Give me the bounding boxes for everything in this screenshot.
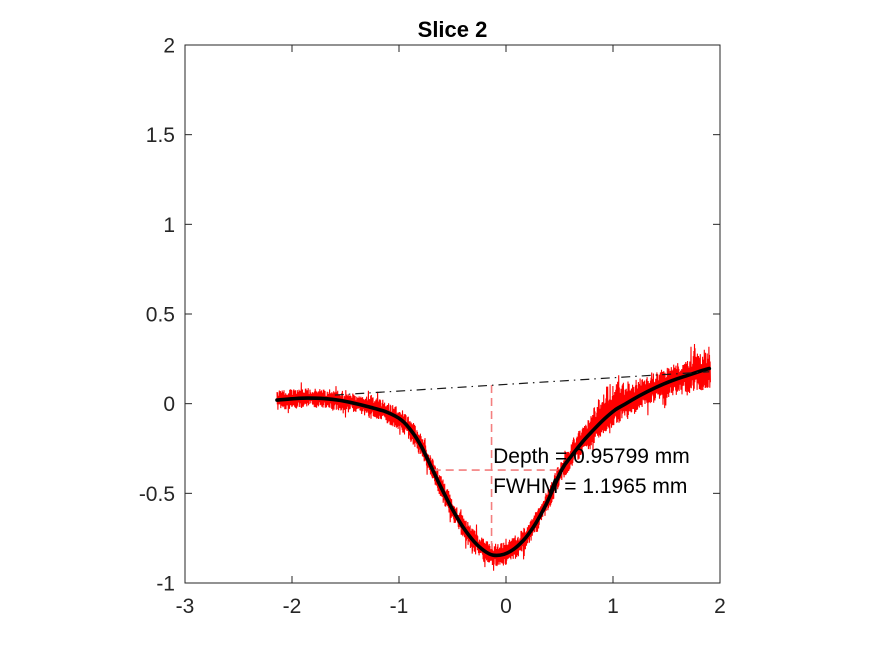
y-tick-label: -0.5 bbox=[139, 483, 175, 506]
y-tick-label: 0.5 bbox=[146, 304, 175, 327]
depth-annotation: Depth = 0.95799 mm bbox=[493, 445, 690, 468]
axes-box: -3 -2 -1 0 1 2 -1 -0.5 0 0.5 1 1.5 2 bbox=[139, 35, 726, 619]
y-tick-label: 2 bbox=[163, 35, 175, 58]
x-tick-label: -1 bbox=[390, 595, 409, 618]
plot-title: Slice 2 bbox=[418, 17, 488, 42]
data-series bbox=[275, 343, 712, 571]
smoothed-fit-curve bbox=[275, 366, 712, 558]
x-tick-label: -3 bbox=[176, 595, 195, 618]
x-tick-label: 0 bbox=[500, 595, 512, 618]
x-tick-label: 1 bbox=[607, 595, 619, 618]
y-tick-label: -1 bbox=[156, 573, 175, 596]
surface-baseline-line bbox=[334, 371, 710, 396]
x-tick-label: 2 bbox=[714, 595, 726, 618]
y-tick-label: 1.5 bbox=[146, 124, 175, 147]
y-tick-label: 0 bbox=[163, 393, 175, 416]
x-tick-label: -2 bbox=[283, 595, 302, 618]
fwhm-annotation: FWHM = 1.1965 mm bbox=[493, 475, 687, 498]
y-tick-label: 1 bbox=[163, 214, 175, 237]
raw-profile-curve bbox=[276, 343, 711, 571]
